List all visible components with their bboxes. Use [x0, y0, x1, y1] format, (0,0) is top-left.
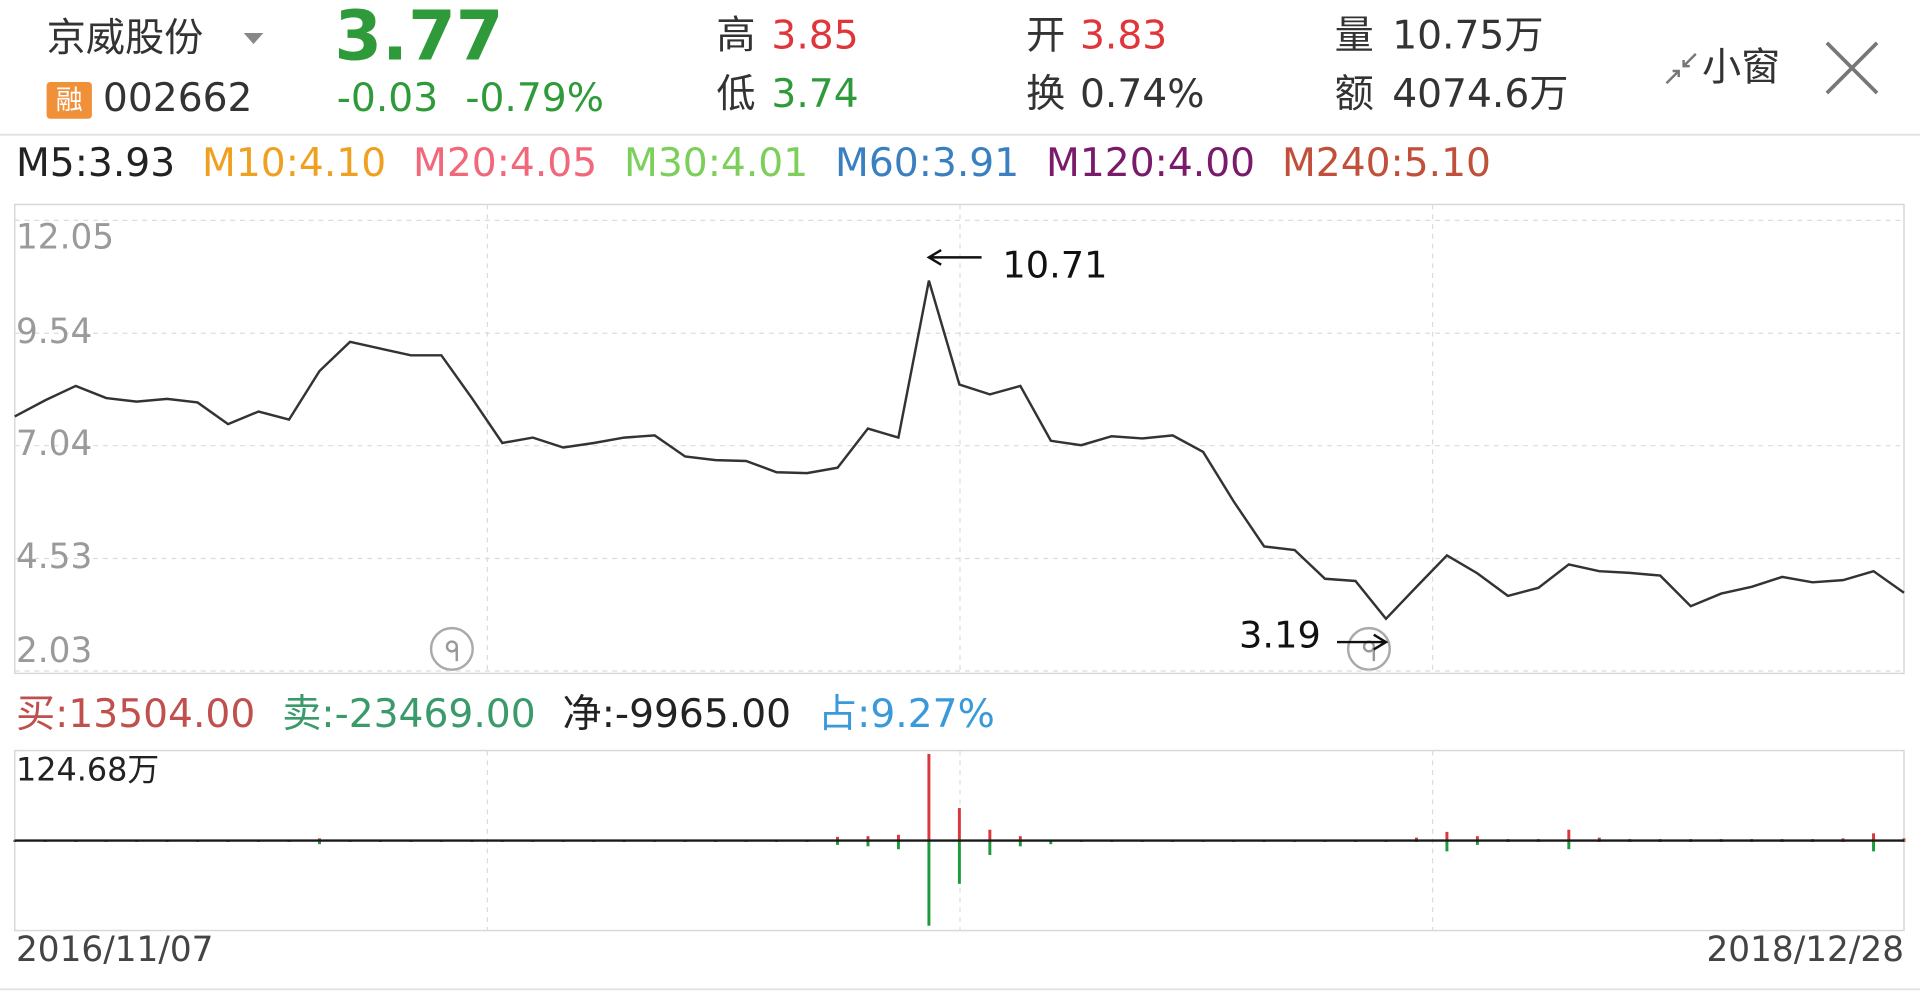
low: 3.74 — [771, 72, 858, 117]
open: 3.83 — [1080, 13, 1167, 58]
flow-bar — [1475, 836, 1479, 841]
flow-bar — [1049, 840, 1053, 845]
flow-bar — [927, 753, 931, 841]
price: 3.77 — [334, 0, 503, 76]
y-tick-label: 9.54 — [16, 312, 92, 352]
legend-item: M20:4.05 — [413, 141, 597, 186]
amount: 4074.6万 — [1392, 72, 1568, 117]
flow-bar — [866, 840, 870, 847]
mini-window-icon[interactable] — [1665, 53, 1697, 85]
x-end-label: 2018/12/28 — [1707, 930, 1905, 970]
flow-bar — [1475, 840, 1479, 845]
flow-bar — [896, 834, 900, 841]
legend-item: M10:4.10 — [202, 141, 386, 186]
price-chart: 12.05 9.54 7.04 4.53 2.03 10.71 3.19 — [14, 217, 1905, 672]
legend-item: M30:4.01 — [624, 141, 808, 186]
flow-bar — [1597, 837, 1601, 841]
close-button[interactable] — [1825, 41, 1879, 95]
legend-item: M120:4.00 — [1046, 141, 1255, 186]
volume: 10.75万 — [1392, 13, 1543, 58]
y-tick-label: 12.05 — [16, 217, 114, 257]
stock-code: 002662 — [103, 76, 253, 121]
annotation: 10.71 — [1002, 244, 1107, 287]
x-start-label: 2016/11/07 — [16, 930, 214, 970]
flow-bar — [1567, 829, 1571, 841]
flow-bar — [988, 829, 992, 841]
flow-bar — [957, 808, 961, 841]
flow-bar — [1872, 840, 1876, 852]
legend-item: M60:3.91 — [835, 141, 1019, 186]
y-tick-label: 124.68万 — [16, 750, 159, 788]
annotation: 3.19 — [1239, 614, 1321, 657]
event-glyph — [445, 640, 459, 662]
flow-legend: 买:13504.00 卖:-23469.00 净:-9965.00 占:9.27% — [16, 692, 995, 737]
low-label: 低 — [716, 72, 755, 117]
flow-bar — [1567, 840, 1571, 850]
legend-item: 卖:-23469.00 — [282, 692, 535, 737]
stock-name[interactable]: 京威股份 — [47, 16, 204, 61]
flow-bar — [1414, 837, 1418, 841]
legend-item: 买:13504.00 — [16, 692, 255, 737]
mini-window[interactable]: 小窗 — [1702, 45, 1780, 90]
annotation-arrow — [926, 248, 982, 266]
flow-bar — [836, 836, 839, 841]
flow-bar — [318, 840, 321, 845]
flow-bar — [1445, 840, 1449, 852]
flow-bar — [896, 840, 900, 850]
flow-bar — [836, 840, 839, 845]
legend-item: M5:3.93 — [16, 141, 175, 186]
flow-bar — [1018, 836, 1022, 841]
dropdown-arrow[interactable] — [243, 33, 264, 45]
price-line — [14, 280, 1905, 621]
ma-row: M5:3.93 M10:4.10 M20:4.05 M30:4.01 M60:3.91 M… — [16, 141, 1491, 186]
change: -0.03 — [337, 76, 438, 121]
legend-item: 净:-9965.00 — [563, 692, 791, 737]
flow-bar — [1445, 831, 1449, 841]
flow-bar — [988, 840, 992, 855]
flow-bar — [866, 836, 870, 841]
margin-tag-box — [46, 82, 92, 119]
event-icon[interactable] — [429, 626, 474, 671]
amount-label: 额 — [1335, 72, 1374, 117]
margin-tag: 融 — [56, 85, 83, 116]
flow-bar — [1018, 840, 1022, 847]
annotation-arrow — [1337, 633, 1389, 651]
turnover: 0.74% — [1080, 72, 1204, 117]
open-label: 开 — [1026, 13, 1065, 58]
legend-item: 占:9.27% — [818, 692, 995, 737]
legend-item: M240:5.10 — [1282, 141, 1491, 186]
high: 3.85 — [771, 13, 858, 58]
change-pct: -0.79% — [465, 76, 604, 121]
y-tick-label: 4.53 — [16, 537, 92, 577]
flow-bar — [927, 840, 931, 926]
flow-chart: 124.68万 — [13, 749, 1906, 926]
y-tick-label: 2.03 — [16, 631, 92, 671]
y-tick-label: 7.04 — [16, 424, 92, 464]
flow-bar — [1872, 833, 1876, 841]
flow-bar — [957, 840, 961, 884]
volume-label: 量 — [1335, 13, 1374, 58]
turnover-label: 换 — [1026, 72, 1065, 117]
event-icon[interactable] — [1346, 626, 1391, 671]
high-label: 高 — [716, 13, 755, 58]
